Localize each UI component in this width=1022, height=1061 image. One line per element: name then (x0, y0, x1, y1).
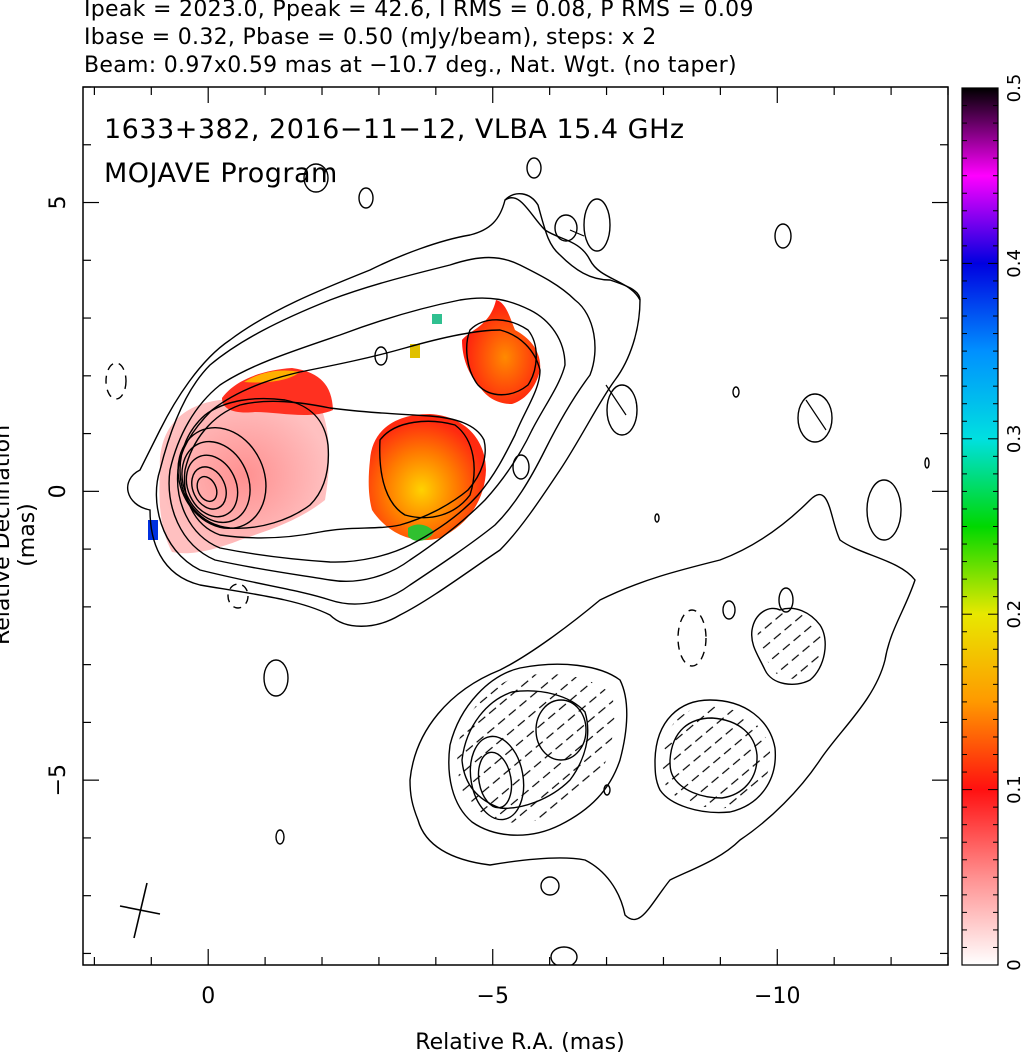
contour-island-h (606, 384, 638, 436)
contour-island-k (866, 479, 902, 541)
contour-south-knot-left (448, 663, 628, 836)
contour-island-j (512, 454, 530, 480)
hatch-line-1 (605, 384, 627, 416)
y-tick-label: −5 (46, 764, 71, 796)
axis-ticks (83, 86, 949, 965)
plot-frame (82, 86, 949, 966)
colorbar-tick-label: 0.4 (1004, 249, 1022, 278)
header-line-3: Beam: 0.97x0.59 mas at −10.7 deg., Nat. … (84, 53, 737, 78)
contour-island-b (358, 187, 374, 209)
header-line-1: Ipeak = 2023.0, Ppeak = 42.6, I RMS = 0.… (84, 0, 754, 22)
contour-negative-b (227, 583, 249, 609)
contour-2 (155, 256, 596, 605)
contour-south-knot-right (654, 699, 776, 814)
pol-speck-3 (148, 520, 158, 540)
contour-island-g (374, 346, 388, 366)
y-tick-label: 0 (46, 484, 71, 498)
contour-outer-knot (466, 319, 537, 396)
pol-knot-green (408, 524, 434, 541)
contour-island-c (526, 157, 542, 179)
colorbar-ticks (962, 87, 998, 966)
colorbar-tick-label: 0.2 (1004, 600, 1022, 629)
hatch-line-3 (569, 229, 585, 237)
contour-knot (379, 420, 475, 519)
x-tick-label: −10 (754, 984, 800, 1009)
contour-8 (181, 440, 251, 524)
contour-south-small-knot (750, 607, 826, 686)
beam-minor-axis (119, 905, 161, 915)
contour-5 (183, 400, 486, 539)
hatch-area-right (662, 706, 771, 809)
contour-island-m (275, 829, 285, 845)
colorbar-tick-label: 0.1 (1004, 775, 1022, 804)
intensity-contours (105, 157, 930, 965)
contour-island-f (774, 223, 792, 249)
contour-island-q (924, 457, 930, 469)
hatch-area-small (757, 611, 822, 679)
hatch-line-2 (805, 399, 827, 431)
contour-island-a (303, 163, 329, 193)
pol-outer-knot (462, 300, 541, 404)
contour-east-jet (504, 193, 641, 301)
contour-7 (177, 426, 267, 530)
contour-island-i (797, 393, 833, 443)
contour-outer (127, 197, 641, 627)
contour-island-o (550, 946, 578, 965)
colorbar-tick-label: 0.3 (1004, 424, 1022, 453)
pol-speck-2 (410, 344, 420, 358)
pol-inner-jet-yellow (244, 370, 300, 383)
contour-10 (191, 466, 227, 510)
contour-island-n (540, 876, 560, 896)
contour-4 (176, 329, 541, 563)
header-line-2: Ibase = 0.32, Pbase = 0.50 (mJy/beam), s… (84, 25, 657, 50)
chart-title: 1633+382, 2016−11−12, VLBA 15.4 GHz (104, 114, 685, 145)
colorbar-tick-label: 0.5 (1004, 74, 1022, 103)
beam-symbol (119, 882, 161, 939)
contour-9 (185, 454, 239, 518)
colorbar-tick-labels: 0 0.1 0.2 0.3 0.4 0.5 (1004, 74, 1022, 971)
contour-south-outer (409, 493, 916, 921)
y-tick-label: 5 (46, 196, 71, 210)
contour-11 (196, 475, 218, 503)
y-axis-label: Relative Declination (mas) (0, 424, 40, 646)
contour-negative-c (677, 609, 707, 667)
contour-island-e (554, 214, 578, 242)
contour-island-s (778, 587, 794, 613)
contour-island-u (654, 513, 660, 523)
colorbar (961, 87, 999, 966)
x-axis-label: Relative R.A. (mas) (415, 1030, 625, 1055)
colorbar-tick-label: 0 (1004, 959, 1022, 970)
contour-island-r (722, 600, 736, 620)
x-tick-label: −5 (477, 984, 509, 1009)
evpa-hatching (457, 229, 827, 823)
contour-island-p (732, 386, 740, 398)
contour-3 (168, 297, 566, 582)
hatch-area-left (457, 674, 615, 823)
contour-island-d (583, 198, 611, 252)
pol-speck-1 (432, 314, 442, 324)
contour-island-l (263, 659, 289, 697)
contour-negative-a (105, 362, 127, 400)
x-tick-label: 0 (201, 984, 215, 1009)
axis-tick-labels: 0 −5 −10 5 0 −5 (46, 196, 800, 1009)
chart-subtitle: MOJAVE Program (104, 158, 338, 189)
